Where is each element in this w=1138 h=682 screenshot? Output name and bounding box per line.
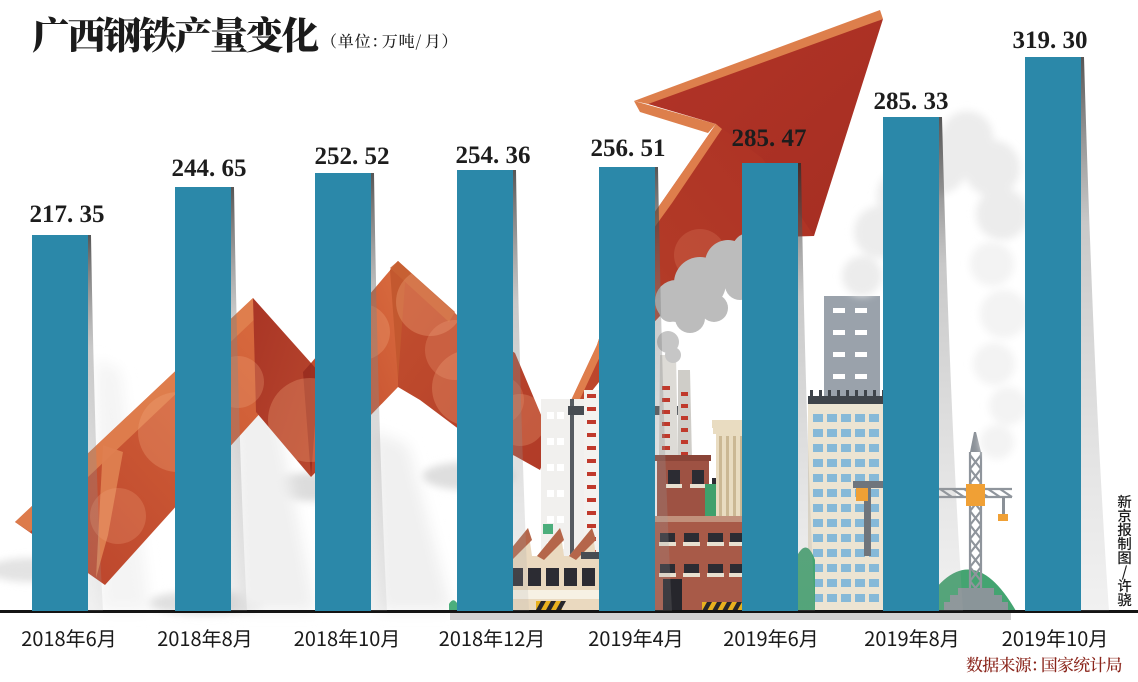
svg-text:285. 33: 285. 33 xyxy=(874,88,949,115)
svg-text:256. 51: 256. 51 xyxy=(591,135,666,162)
svg-text:254. 36: 254. 36 xyxy=(456,142,531,169)
svg-text:319. 30: 319. 30 xyxy=(1013,27,1088,54)
svg-text:285. 47: 285. 47 xyxy=(732,125,807,152)
svg-text:244. 65: 244. 65 xyxy=(172,155,247,182)
svg-text:252. 52: 252. 52 xyxy=(315,143,390,170)
svg-text:217. 35: 217. 35 xyxy=(30,201,105,228)
